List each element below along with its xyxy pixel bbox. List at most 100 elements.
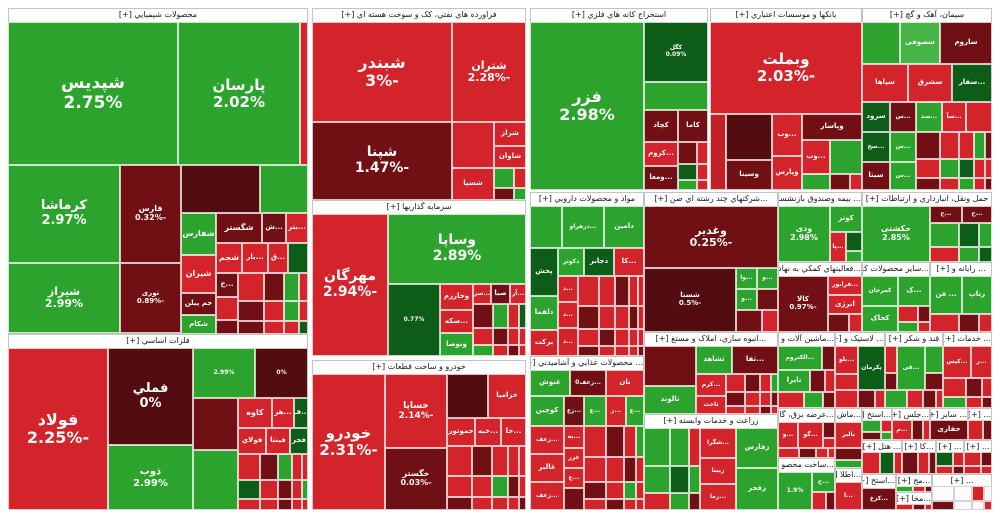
- stock-tile-ثفا[interactable]: ...ثفا: [732, 346, 778, 374]
- stock-tile[interactable]: [606, 426, 624, 458]
- stock-tile[interactable]: [726, 405, 746, 414]
- stock-tile[interactable]: [925, 346, 943, 374]
- stock-tile-شگرا[interactable]: ...شگرا: [700, 428, 736, 458]
- stock-tile[interactable]: [930, 223, 959, 248]
- stock-tile[interactable]: [492, 304, 509, 328]
- stock-tile[interactable]: [277, 479, 292, 499]
- sector-header[interactable]: فلزات اساسي [+]: [9, 335, 307, 348]
- stock-tile[interactable]: [507, 496, 519, 510]
- stock-tile[interactable]: [623, 499, 637, 510]
- stock-tile[interactable]: [638, 328, 644, 346]
- stock-tile[interactable]: [284, 273, 299, 302]
- stock-tile[interactable]: [696, 142, 708, 165]
- stock-tile[interactable]: [628, 345, 639, 356]
- stock-tile-حکشتی[interactable]: حکشتی 2.85%: [862, 206, 930, 262]
- stock-tile[interactable]: [880, 432, 892, 440]
- stock-tile[interactable]: [778, 448, 800, 458]
- stock-tile[interactable]: [923, 420, 930, 440]
- stock-tile[interactable]: [880, 420, 892, 433]
- stock-tile[interactable]: [301, 498, 308, 510]
- stock-tile-کالا[interactable]: کالا -0.97%: [778, 276, 828, 332]
- stock-tile[interactable]: [823, 392, 835, 408]
- stock-tile-ح[interactable]: ...ح: [930, 206, 962, 223]
- stock-tile-دلقما[interactable]: دلقما: [530, 296, 558, 330]
- stock-tile-سخ[interactable]: ...سخ: [862, 132, 890, 162]
- stock-tile[interactable]: [974, 132, 986, 159]
- sector-header[interactable]: قند و شکر [+]: [886, 333, 942, 346]
- stock-tile-شیراز[interactable]: شیراز 2.99%: [8, 263, 120, 333]
- stock-tile[interactable]: [906, 390, 924, 408]
- stock-tile[interactable]: [473, 328, 493, 346]
- stock-tile[interactable]: [564, 488, 584, 510]
- stock-tile-وساپا[interactable]: وساپا 2.89%: [388, 214, 526, 284]
- stock-tile[interactable]: [985, 178, 992, 190]
- stock-tile[interactable]: [628, 276, 639, 306]
- stock-tile[interactable]: [762, 310, 778, 332]
- stock-tile[interactable]: [238, 273, 264, 302]
- stock-tile[interactable]: [822, 346, 835, 370]
- stock-tile[interactable]: [238, 321, 264, 334]
- stock-tile-ساروم[interactable]: ساروم: [940, 22, 992, 64]
- stock-tile-سپاها[interactable]: سپاها: [862, 64, 908, 102]
- stock-tile[interactable]: [862, 420, 881, 433]
- stock-tile[interactable]: [745, 405, 761, 414]
- stock-tile-کاما[interactable]: کاما: [678, 110, 708, 142]
- stock-tile-زعف[interactable]: ...زعف: [530, 426, 564, 454]
- stock-tile-بار[interactable]: ...بار: [242, 243, 268, 273]
- stock-tile[interactable]: [644, 465, 670, 494]
- stock-tile[interactable]: [984, 500, 992, 510]
- sector-header[interactable]: ...ماشين آلات و [+]: [779, 333, 834, 346]
- stock-tile[interactable]: [598, 305, 616, 329]
- stock-tile-سآ[interactable]: ...سآ: [942, 102, 966, 132]
- stock-tile-غزر[interactable]: غزر: [564, 448, 584, 468]
- stock-tile-ومعا[interactable]: ...ومعا: [644, 166, 678, 190]
- stock-tile-شتران[interactable]: شتران -2.28%: [452, 22, 526, 122]
- stock-tile-س[interactable]: ...س: [890, 132, 916, 162]
- stock-tile[interactable]: [874, 390, 885, 408]
- sector-header[interactable]: ... لاستيک و [+]: [836, 333, 884, 346]
- stock-tile-زع[interactable]: ...زع: [564, 396, 584, 426]
- stock-tile[interactable]: [885, 346, 897, 374]
- stock-tile[interactable]: [825, 370, 835, 392]
- sector-header[interactable]: ... محصولات غذايي و آشاميدني [+]: [531, 357, 643, 370]
- sector-header[interactable]: ... بيمه وصندوق بازنشستگي به [+]: [779, 193, 861, 206]
- sector-header[interactable]: ... [+]: [969, 409, 991, 422]
- stock-tile[interactable]: [979, 223, 992, 248]
- stock-tile-ر[interactable]: ...ر: [971, 346, 992, 378]
- stock-tile[interactable]: 0%: [255, 348, 308, 398]
- stock-tile-فارس[interactable]: فارس -0.32%: [120, 165, 181, 263]
- stock-tile[interactable]: [530, 206, 562, 248]
- stock-tile[interactable]: [979, 314, 992, 332]
- stock-tile-کرماشا[interactable]: کرماشا 2.97%: [8, 165, 120, 263]
- stock-tile-فجر[interactable]: فجر: [290, 428, 308, 454]
- stock-tile[interactable]: [936, 452, 954, 466]
- stock-tile[interactable]: [710, 114, 726, 190]
- stock-tile[interactable]: [964, 452, 982, 466]
- stock-tile-خا[interactable]: ...خا: [501, 418, 526, 446]
- sector-header[interactable]: محصولات شيميايي [+]: [9, 9, 307, 22]
- stock-tile[interactable]: [880, 452, 894, 474]
- stock-tile[interactable]: [885, 373, 897, 390]
- stock-tile[interactable]: [263, 301, 285, 322]
- stock-tile-شپدیس[interactable]: شپدیس 2.75%: [8, 22, 178, 165]
- stock-tile[interactable]: [277, 498, 292, 510]
- stock-tile-زفجر[interactable]: زفجر: [736, 468, 778, 510]
- stock-tile[interactable]: [300, 22, 308, 165]
- stock-tile[interactable]: [623, 426, 637, 458]
- stock-tile[interactable]: [263, 273, 285, 302]
- stock-tile[interactable]: [678, 142, 697, 165]
- stock-tile[interactable]: [912, 420, 924, 440]
- stock-tile[interactable]: [959, 158, 975, 179]
- stock-tile-ع[interactable]: ...ع: [626, 396, 644, 426]
- stock-tile[interactable]: [238, 498, 260, 510]
- stock-tile-کرم[interactable]: ...کرم: [696, 374, 726, 396]
- stock-tile-زعف[interactable]: ...زعف: [530, 482, 564, 510]
- stock-tile[interactable]: [518, 475, 526, 497]
- stock-tile[interactable]: [636, 457, 644, 482]
- stock-tile[interactable]: [298, 301, 308, 322]
- stock-tile[interactable]: [301, 479, 308, 499]
- sector-header[interactable]: ... [+]: [933, 475, 991, 488]
- stock-tile-ح[interactable]: ...ح: [962, 206, 992, 223]
- sector-header[interactable]: ...کا [+]: [903, 441, 935, 454]
- stock-tile[interactable]: [745, 392, 761, 406]
